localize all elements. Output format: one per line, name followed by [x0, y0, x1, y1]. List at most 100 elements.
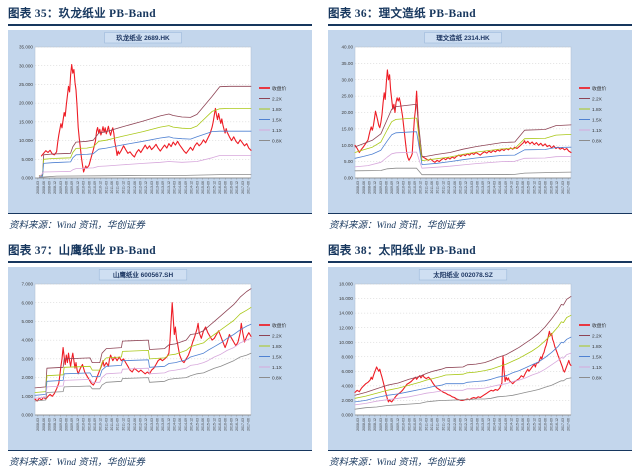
- y-tick-label: 12.000: [339, 325, 353, 330]
- x-tick-label: 2010-06: [407, 418, 411, 431]
- x-tick-label: 2010-09: [413, 181, 417, 194]
- x-tick-label: 2008-03: [356, 418, 360, 431]
- y-tick-label: 4.000: [22, 338, 34, 343]
- x-tick-label: 2008-12: [53, 418, 57, 431]
- legend-label-2.2X: 2.2X: [592, 333, 603, 339]
- x-tick-label: 2010-03: [82, 181, 86, 194]
- x-tick-label: 2016-06: [544, 418, 548, 431]
- x-tick-label: 2011-03: [104, 181, 108, 194]
- x-tick-label: 2017-06: [246, 418, 250, 431]
- x-tick-label: 2009-03: [59, 418, 63, 431]
- x-tick-label: 2015-12: [212, 181, 216, 194]
- y-tick-label: 4.000: [342, 383, 354, 388]
- x-tick-label: 2008-09: [368, 181, 372, 194]
- x-tick-label: 2010-09: [413, 418, 417, 431]
- y-tick-label: 16.000: [339, 296, 353, 301]
- series-收盘价: [354, 330, 572, 403]
- chart-block-36: 0.00 5.00 10.00 15.00 20.00 25.00 30.00 35.00 40…: [328, 30, 632, 214]
- x-tick-label: 2016-12: [555, 181, 559, 194]
- x-tick-label: 2014-09: [184, 418, 188, 431]
- series-2.2X: [354, 295, 572, 396]
- x-tick-label: 2009-12: [396, 181, 400, 194]
- series-0.8X: [38, 174, 252, 178]
- legend-label-0.8X: 0.8X: [272, 138, 283, 144]
- x-tick-label: 2013-09: [161, 181, 165, 194]
- x-tick-label: 2011-12: [441, 181, 445, 194]
- x-tick-label: 2008-03: [36, 181, 40, 194]
- series-1.8X: [34, 307, 252, 393]
- x-tick-label: 2011-12: [441, 418, 445, 431]
- x-tick-label: 2014-06: [178, 181, 182, 194]
- series-2.2X: [38, 85, 252, 177]
- y-tick-label: 0.00: [344, 176, 353, 181]
- x-tick-label: 2009-06: [65, 181, 69, 194]
- x-tick-label: 2015-09: [207, 181, 211, 194]
- x-tick-label: 2014-09: [184, 181, 188, 194]
- x-tick-label: 2008-03: [36, 418, 40, 431]
- x-tick-label: 2016-03: [218, 181, 222, 194]
- x-tick-label: 2013-06: [476, 181, 480, 194]
- inner-title: 山鹰纸业 600567.SH: [113, 270, 174, 279]
- x-tick-label: 2013-06: [476, 418, 480, 431]
- x-tick-label: 2012-03: [447, 418, 451, 431]
- x-tick-label: 2013-03: [150, 181, 154, 194]
- legend-label-1.1X: 1.1X: [272, 128, 283, 134]
- x-tick-label: 2015-03: [515, 418, 519, 431]
- plot-area: [34, 283, 252, 416]
- x-tick-label: 2008-09: [48, 181, 52, 194]
- x-tick-label: 2009-09: [70, 418, 74, 431]
- x-tick-label: 2010-06: [87, 418, 91, 431]
- x-tick-label: 2010-03: [402, 181, 406, 194]
- x-tick-label: 2013-12: [167, 181, 171, 194]
- legend-label-1.8X: 1.8X: [592, 107, 603, 113]
- x-tick-label: 2016-09: [229, 418, 233, 431]
- x-tick-label: 2014-12: [510, 181, 514, 194]
- x-tick-label: 2009-03: [379, 418, 383, 431]
- series-收盘价: [40, 64, 252, 173]
- x-tick-label: 2009-09: [70, 181, 74, 194]
- inner-title-box: [424, 32, 502, 44]
- x-tick-label: 2015-12: [532, 418, 536, 431]
- inner-title-box: [418, 269, 508, 281]
- x-tick-label: 2008-12: [373, 418, 377, 431]
- x-tick-label: 2014-09: [504, 418, 508, 431]
- x-tick-label: 2016-12: [555, 418, 559, 431]
- header-rule: [8, 261, 312, 263]
- y-tick-label: 3.000: [22, 356, 34, 361]
- series-1.1X: [34, 337, 252, 399]
- x-tick-label: 2016-06: [224, 418, 228, 431]
- figure-38-title: 图表 38：太阳纸业 PB-Band: [328, 245, 476, 257]
- x-tick-label: 2008-06: [42, 181, 46, 194]
- x-tick-label: 2011-06: [430, 181, 434, 194]
- x-tick-label: 2014-03: [173, 418, 177, 431]
- inner-title-box: [104, 32, 182, 44]
- x-tick-label: 2011-12: [121, 418, 125, 431]
- x-tick-label: 2013-03: [470, 418, 474, 431]
- x-tick-label: 2012-06: [453, 181, 457, 194]
- x-tick-label: 2011-09: [116, 181, 120, 194]
- figure-37-title: 图表 37：山鹰纸业 PB-Band: [8, 245, 156, 257]
- x-tick-label: 2016-03: [538, 418, 542, 431]
- series-2.2X: [34, 288, 252, 389]
- y-tick-label: 10.00: [342, 143, 354, 148]
- figure-35-title: 图表 35：玖龙纸业 PB-Band: [8, 8, 156, 20]
- y-tick-label: 10.000: [339, 340, 353, 345]
- x-tick-label: 2014-06: [178, 418, 182, 431]
- x-tick-label: 2011-06: [110, 181, 114, 194]
- x-tick-label: 2014-12: [190, 418, 194, 431]
- x-tick-label: 2009-09: [390, 418, 394, 431]
- x-tick-label: 2015-06: [521, 181, 525, 194]
- figure-36-title: 图表 36：理文造纸 PB-Band: [328, 8, 476, 20]
- series-1.5X: [354, 336, 572, 403]
- x-tick-label: 2016-12: [235, 181, 239, 194]
- x-tick-label: 2010-12: [419, 418, 423, 431]
- series-2.2X: [354, 104, 572, 158]
- inner-title-box: [98, 269, 188, 281]
- x-tick-label: 2011-06: [430, 418, 434, 431]
- x-tick-label: 2015-03: [515, 181, 519, 194]
- series-1.1X: [354, 352, 572, 406]
- legend-label-1.1X: 1.1X: [592, 128, 603, 134]
- x-tick-label: 2009-03: [379, 181, 383, 194]
- pb-band-chart-37: 0.000 1.000 2.000 3.000 4.000 5.000 6.000 7.000…: [22, 269, 287, 431]
